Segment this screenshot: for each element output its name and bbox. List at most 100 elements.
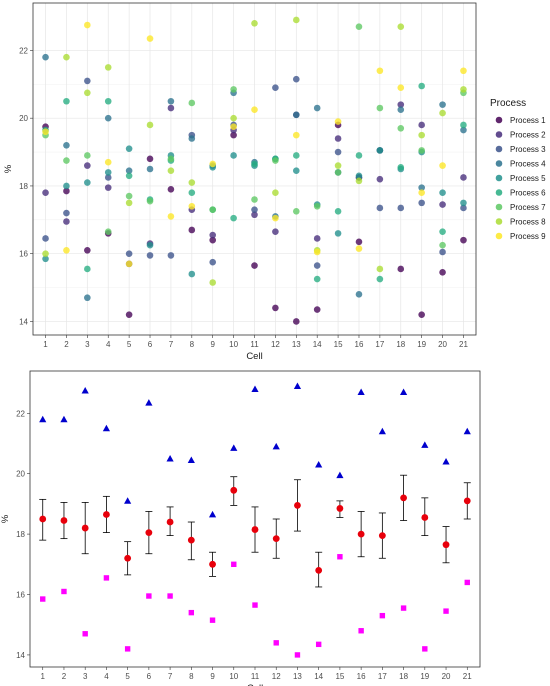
y-tick-label: 20: [19, 114, 28, 123]
process-point: [146, 241, 154, 249]
process-point: [230, 86, 237, 93]
process-point: [42, 235, 49, 242]
process-point: [167, 252, 175, 259]
x-tick-label: 19: [417, 340, 426, 349]
process-point: [439, 228, 446, 235]
process-point: [376, 275, 384, 283]
process-point: [292, 131, 300, 139]
process-point: [397, 125, 405, 132]
mean-point: [378, 532, 386, 540]
mean-point: [81, 524, 89, 532]
process-point: [376, 67, 384, 75]
max-triangle-point: [187, 456, 195, 463]
process-point: [355, 177, 363, 185]
process-point: [418, 82, 425, 90]
legend-key: [495, 131, 503, 138]
max-triangle-point: [357, 388, 365, 396]
process-point: [460, 67, 467, 75]
max-triangle-point: [421, 441, 429, 448]
mean-point: [124, 554, 132, 562]
process-point: [334, 208, 342, 215]
process-point: [146, 197, 154, 205]
min-square-point: [231, 561, 237, 568]
process-point: [313, 262, 321, 269]
min-square-point: [358, 628, 364, 634]
process-point: [63, 141, 70, 149]
process-point: [146, 121, 154, 129]
process-point: [376, 204, 384, 212]
process-point: [230, 131, 237, 139]
legend-key: [495, 145, 503, 153]
max-triangle-point: [124, 497, 132, 504]
min-square-point: [167, 593, 173, 599]
x-tick-label: 16: [357, 672, 366, 681]
process-point: [84, 294, 91, 302]
x-tick-label: 7: [169, 340, 174, 349]
min-square-point: [379, 612, 386, 619]
process-point: [460, 121, 467, 129]
process-point: [125, 172, 133, 180]
process-point: [167, 97, 175, 105]
min-square-point: [337, 554, 343, 560]
min-square-point: [315, 641, 322, 648]
process-point: [209, 206, 217, 213]
process-point: [355, 152, 363, 159]
x-tick-label: 8: [189, 672, 194, 681]
min-square-point: [209, 617, 216, 623]
process-point: [251, 196, 258, 203]
legend-label: Process 1: [510, 116, 546, 125]
process-point: [84, 21, 91, 29]
process-point: [84, 89, 91, 97]
process-point: [104, 64, 112, 71]
max-triangle-point: [399, 388, 408, 396]
y-tick-label: 22: [16, 409, 25, 418]
legend-key: [495, 116, 503, 124]
process-point: [42, 53, 49, 61]
process-point: [397, 101, 405, 108]
process-point: [125, 167, 133, 174]
legend-label: Process 4: [510, 160, 546, 169]
mean-point: [315, 566, 323, 574]
process-point: [125, 311, 133, 318]
max-triangle-point: [166, 454, 174, 462]
max-triangle-point: [293, 382, 302, 389]
process-point: [251, 211, 258, 219]
min-square-point: [464, 579, 470, 586]
process-point: [439, 109, 446, 117]
x-tick-label: 7: [168, 672, 173, 681]
process-point: [418, 199, 425, 207]
x-tick-label: 11: [250, 340, 259, 349]
process-point: [376, 147, 384, 154]
process-point: [272, 228, 279, 235]
max-triangle-point: [463, 427, 471, 435]
max-triangle-point: [39, 415, 47, 423]
y-axis-title: %: [0, 514, 11, 523]
process-point: [146, 155, 154, 163]
y-tick-label: 16: [19, 250, 28, 259]
process-point: [104, 174, 112, 181]
process-point: [84, 265, 91, 273]
process-point: [334, 135, 342, 142]
process-point: [313, 306, 321, 313]
max-triangle-point: [81, 387, 89, 394]
min-square-point: [188, 609, 195, 616]
process-point: [84, 247, 91, 254]
mean-point: [463, 497, 471, 505]
process-point: [63, 209, 70, 217]
x-tick-label: 18: [396, 340, 405, 349]
legend-label: Process 9: [510, 232, 546, 241]
process-point: [313, 275, 321, 283]
process-point: [460, 86, 467, 93]
x-tick-label: 15: [334, 340, 343, 349]
x-tick-label: 13: [293, 672, 302, 681]
x-tick-label: 2: [62, 672, 67, 681]
mean-point: [145, 529, 153, 536]
y-tick-label: 22: [19, 46, 28, 55]
x-tick-label: 5: [125, 672, 130, 681]
process-point: [272, 84, 279, 91]
process-point: [209, 258, 217, 266]
x-tick-label: 16: [355, 340, 364, 349]
process-point: [313, 202, 321, 210]
x-tick-label: 1: [41, 672, 46, 681]
x-tick-label: 1: [43, 340, 48, 349]
